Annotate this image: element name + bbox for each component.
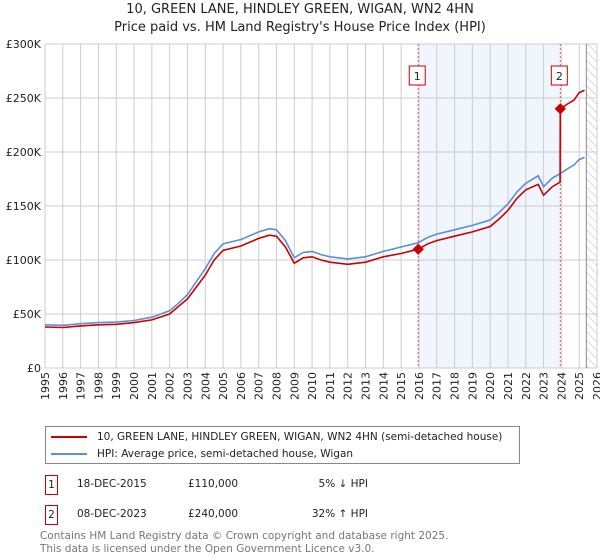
property-price-line xyxy=(44,89,585,329)
sale-date: 08-DEC-2023 xyxy=(77,508,147,520)
sale-label-box xyxy=(408,65,426,86)
x-tick-label: 2011 xyxy=(324,372,337,400)
x-tick-label: 1998 xyxy=(92,372,105,400)
x-tick-label: 2014 xyxy=(377,372,390,400)
sale-price: £110,000 xyxy=(188,478,239,490)
x-tick-label: 2007 xyxy=(253,372,266,400)
x-tick-label: 2002 xyxy=(164,372,177,400)
y-tick-label: £100K xyxy=(6,254,42,267)
x-tick-label: 1999 xyxy=(110,372,123,400)
legend-swatch-blue xyxy=(51,453,87,455)
x-tick-label: 2018 xyxy=(449,372,462,400)
legend-label: 10, GREEN LANE, HINDLEY GREEN, WIGAN, WN… xyxy=(97,431,503,443)
x-tick-label: 2012 xyxy=(342,372,355,400)
x-tick-label: 2015 xyxy=(395,372,408,400)
x-tick-label: 2026 xyxy=(591,372,600,400)
sale-point xyxy=(412,243,424,255)
y-tick-label: £150K xyxy=(6,200,42,213)
y-tick-label: £50K xyxy=(13,308,42,321)
sale-label: 2 xyxy=(556,70,563,83)
sale-price: £240,000 xyxy=(188,508,239,520)
y-tick-label: £300K xyxy=(6,38,42,51)
x-tick-label: 2021 xyxy=(502,372,515,400)
y-tick-label: £0 xyxy=(27,362,41,375)
x-tick-label: 2024 xyxy=(555,372,568,400)
x-tick-label: 2023 xyxy=(538,372,551,400)
sale-row: 2 08-DEC-2023 £240,000 32% ↑ HPI xyxy=(45,505,445,525)
sale-row: 1 18-DEC-2015 £110,000 5% ↓ HPI xyxy=(45,475,445,495)
x-tick-label: 2025 xyxy=(573,372,586,400)
x-tick-label: 2005 xyxy=(217,372,230,400)
y-tick-label: £200K xyxy=(6,146,42,159)
x-tick-label: 1996 xyxy=(57,372,70,400)
x-tick-label: 2004 xyxy=(199,372,212,400)
x-tick-label: 1997 xyxy=(75,372,88,400)
sale-label-box xyxy=(550,65,568,86)
x-tick-label: 2001 xyxy=(146,372,159,400)
x-tick-label: 2008 xyxy=(270,372,283,400)
legend-item-property: 10, GREEN LANE, HINDLEY GREEN, WIGAN, WN… xyxy=(51,430,502,444)
x-tick-label: 2003 xyxy=(181,372,194,400)
footer-copyright: Contains HM Land Registry data © Crown c… xyxy=(40,530,449,542)
sale-date: 18-DEC-2015 xyxy=(77,478,147,490)
x-tick-label: 2016 xyxy=(413,372,426,400)
x-tick-label: 2020 xyxy=(484,372,497,400)
x-tick-label: 2010 xyxy=(306,372,319,400)
legend-item-hpi: HPI: Average price, semi-detached house,… xyxy=(51,447,353,461)
hpi-line xyxy=(44,156,585,327)
x-tick-label: 2006 xyxy=(235,372,248,400)
chart-subtitle: Price paid vs. HM Land Registry's House … xyxy=(114,20,486,35)
x-tick-label: 2000 xyxy=(128,372,141,400)
legend-swatch-red xyxy=(51,436,87,438)
x-tick-label: 2019 xyxy=(466,372,479,400)
footer-licence: This data is licensed under the Open Gov… xyxy=(40,543,375,555)
x-tick-label: 2013 xyxy=(360,372,373,400)
legend: 10, GREEN LANE, HINDLEY GREEN, WIGAN, WN… xyxy=(45,426,520,464)
x-tick-label: 2022 xyxy=(520,372,533,400)
y-tick-label: £250K xyxy=(6,92,42,105)
legend-label: HPI: Average price, semi-detached house,… xyxy=(97,448,354,460)
sale-hpi-diff: 32% ↑ HPI xyxy=(311,508,368,520)
price-chart: 1995 1996 1997 1998 1999 2000 2001 2002 2003 2004… xyxy=(6,38,600,400)
x-tick-label: 2009 xyxy=(288,372,301,400)
chart-title: 10, GREEN LANE, HINDLEY GREEN, WIGAN, WN… xyxy=(126,2,474,17)
x-tick-label: 2017 xyxy=(431,372,444,400)
x-tick-label: 1995 xyxy=(39,372,52,400)
sale-label: 1 xyxy=(414,70,421,83)
sale-marker-badge: 1 xyxy=(45,475,58,495)
sale-hpi-diff: 5% ↓ HPI xyxy=(318,478,368,490)
sale-marker-badge: 2 xyxy=(45,505,58,525)
